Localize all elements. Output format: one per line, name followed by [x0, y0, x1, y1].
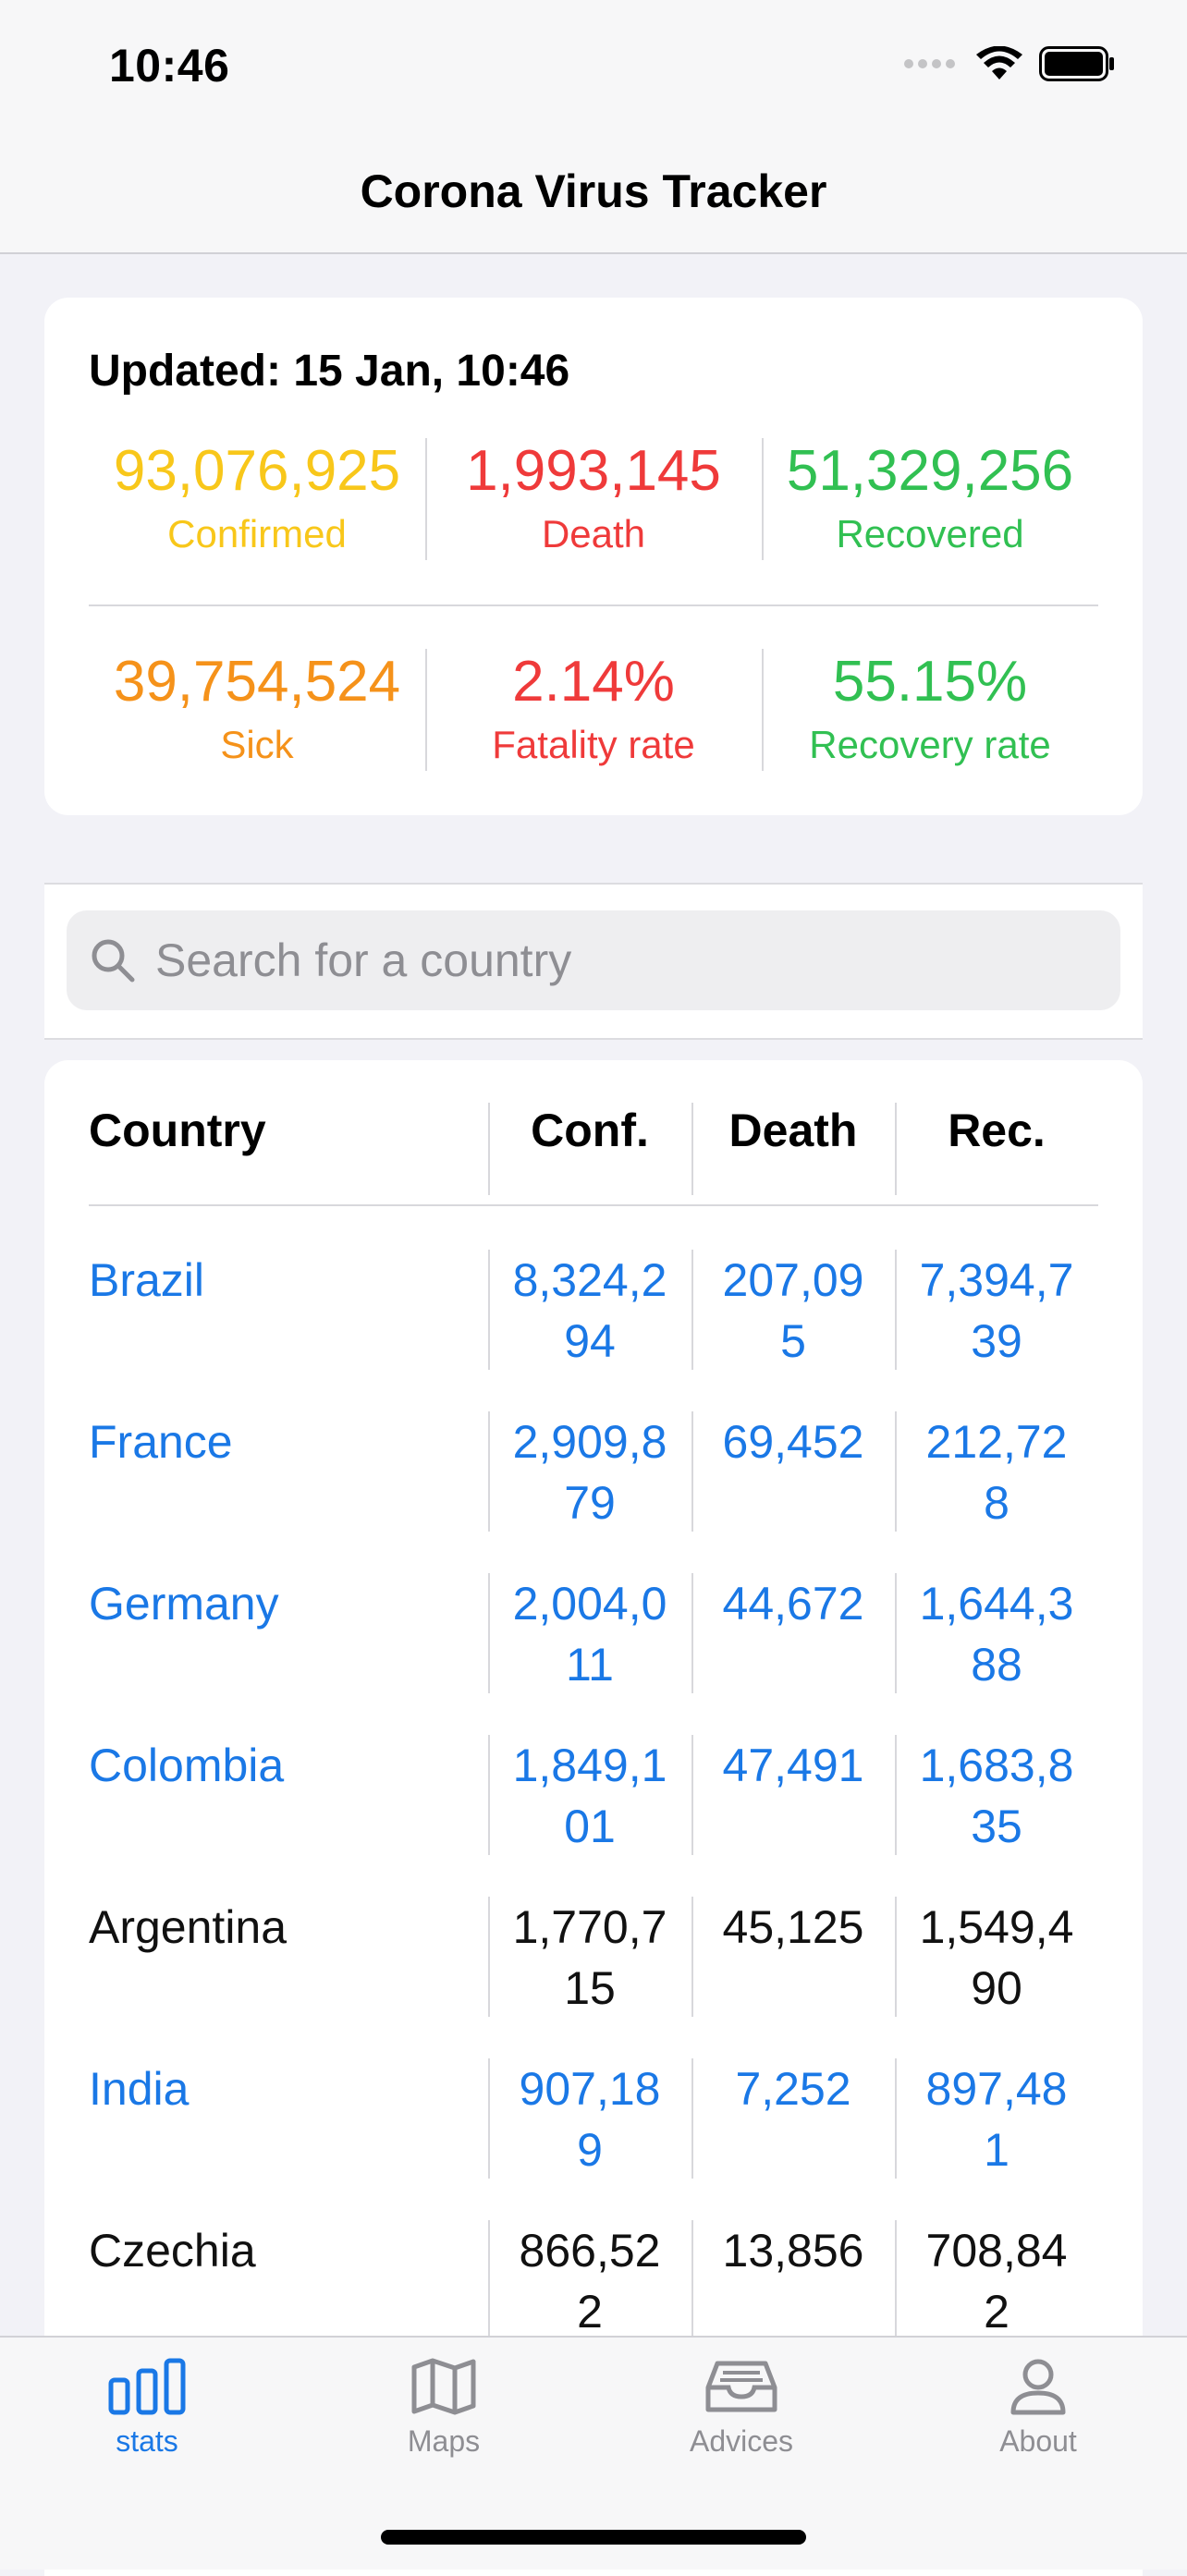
recovered-cell: 708,842: [895, 2220, 1098, 2340]
home-indicator[interactable]: [381, 2530, 806, 2545]
country-name[interactable]: India: [89, 2063, 190, 2115]
table-row[interactable]: India 907,189 7,252 897,481: [89, 2058, 1098, 2220]
table-body: Brazil 8,324,294 207,095 7,394,739 Franc…: [89, 1250, 1098, 2382]
death-cell: 13,856: [691, 2220, 895, 2340]
column-header-country[interactable]: Country: [89, 1105, 266, 1156]
country-name[interactable]: Czechia: [89, 2225, 256, 2277]
recovered-cell: 212,728: [895, 1411, 1098, 1532]
stat-recovery-rate-label: Recovery rate: [809, 723, 1051, 766]
recovered-cell: 7,394,739: [895, 1250, 1098, 1370]
tab-maps[interactable]: Maps: [351, 2358, 536, 2459]
tab-about[interactable]: About: [946, 2358, 1131, 2459]
table-row[interactable]: Colombia 1,849,101 47,491 1,683,835: [89, 1735, 1098, 1897]
confirmed-cell: 907,189: [488, 2058, 691, 2179]
country-name[interactable]: Germany: [89, 1578, 279, 1630]
summary-row-totals: 93,076,925 Confirmed 1,993,145 Death 51,…: [89, 436, 1098, 562]
stat-sick-value: 39,754,524: [113, 650, 401, 714]
death-cell: 7,252: [691, 2058, 895, 2179]
table-row[interactable]: Germany 2,004,011 44,672 1,644,388: [89, 1573, 1098, 1735]
tab-label: Maps: [407, 2424, 481, 2458]
stat-recovered: 51,329,256 Recovered: [762, 436, 1098, 562]
search-input[interactable]: [153, 933, 1082, 988]
table-row[interactable]: Brazil 8,324,294 207,095 7,394,739: [89, 1250, 1098, 1411]
recovered-cell: 1,683,835: [895, 1735, 1098, 1855]
stat-confirmed-label: Confirmed: [167, 512, 347, 555]
recovered-cell: 1,644,388: [895, 1573, 1098, 1693]
country-name[interactable]: Brazil: [89, 1254, 205, 1306]
status-icons: [902, 46, 1115, 81]
tab-label: About: [999, 2424, 1077, 2458]
summary-row-rates: 39,754,524 Sick 2.14% Fatality rate 55.1…: [89, 647, 1098, 773]
confirmed-cell: 866,522: [488, 2220, 691, 2340]
stat-recovery-rate: 55.15% Recovery rate: [762, 647, 1098, 773]
stat-recovery-rate-value: 55.15%: [832, 650, 1028, 714]
navigation-bar: Corona Virus Tracker: [0, 129, 1187, 254]
confirmed-cell: 2,909,879: [488, 1411, 691, 1532]
confirmed-cell: 8,324,294: [488, 1250, 691, 1370]
cellular-signal-icon: [904, 59, 955, 68]
confirmed-cell: 1,770,715: [488, 1897, 691, 2017]
status-bar: 10:46: [0, 0, 1187, 129]
bar-chart-icon: [108, 2358, 186, 2415]
stat-fatality-rate-label: Fatality rate: [492, 723, 695, 766]
person-icon: [1010, 2359, 1066, 2415]
country-name[interactable]: France: [89, 1416, 233, 1468]
confirmed-cell: 1,849,101: [488, 1735, 691, 1855]
wifi-icon: [976, 46, 1022, 79]
stat-fatality-rate: 2.14% Fatality rate: [425, 647, 762, 773]
stat-sick-label: Sick: [220, 723, 294, 766]
death-cell: 45,125: [691, 1897, 895, 2017]
stat-recovered-value: 51,329,256: [786, 439, 1074, 503]
updated-timestamp: Updated: 15 Jan, 10:46: [89, 347, 570, 396]
country-name[interactable]: Colombia: [89, 1740, 285, 1791]
map-icon: [411, 2358, 476, 2415]
recovered-cell: 1,549,490: [895, 1897, 1098, 2017]
stat-recovered-label: Recovered: [836, 512, 1024, 555]
column-header-recovered[interactable]: Rec.: [895, 1103, 1098, 1195]
stat-death-label: Death: [541, 512, 646, 555]
death-cell: 69,452: [691, 1411, 895, 1532]
tray-icon: [705, 2361, 777, 2412]
column-header-death[interactable]: Death: [691, 1103, 895, 1195]
battery-icon: [1039, 46, 1114, 81]
tab-stats[interactable]: stats: [55, 2358, 239, 2459]
death-cell: 207,095: [691, 1250, 895, 1370]
tab-label: Advices: [689, 2424, 794, 2458]
table-header: Country Conf. Death Rec.: [89, 1103, 1098, 1195]
stat-confirmed-value: 93,076,925: [113, 439, 401, 503]
tab-advices[interactable]: Advices: [649, 2358, 834, 2459]
stat-sick: 39,754,524 Sick: [89, 647, 425, 773]
table-row[interactable]: Argentina 1,770,715 45,125 1,549,490: [89, 1897, 1098, 2058]
summary-divider: [89, 604, 1098, 606]
status-time: 10:46: [109, 40, 230, 92]
stat-death: 1,993,145 Death: [425, 436, 762, 562]
table-row[interactable]: Czechia 866,522 13,856 708,842: [89, 2220, 1098, 2382]
tab-label: stats: [116, 2424, 178, 2458]
summary-card: Updated: 15 Jan, 10:46 93,076,925 Confir…: [44, 298, 1143, 815]
search-icon: [92, 939, 135, 983]
confirmed-cell: 2,004,011: [488, 1573, 691, 1693]
stat-confirmed: 93,076,925 Confirmed: [89, 436, 425, 562]
country-table: Country Conf. Death Rec. Brazil 8,324,29…: [44, 1060, 1143, 2576]
recovered-cell: 897,481: [895, 2058, 1098, 2179]
column-header-confirmed[interactable]: Conf.: [488, 1103, 691, 1195]
table-header-divider: [89, 1204, 1098, 1206]
country-name[interactable]: Argentina: [89, 1901, 288, 1953]
stat-death-value: 1,993,145: [466, 439, 721, 503]
search-bar: [44, 883, 1143, 1040]
table-row[interactable]: France 2,909,879 69,452 212,728: [89, 1411, 1098, 1573]
page-title: Corona Virus Tracker: [360, 165, 827, 217]
death-cell: 44,672: [691, 1573, 895, 1693]
death-cell: 47,491: [691, 1735, 895, 1855]
stat-fatality-rate-value: 2.14%: [512, 650, 675, 714]
search-field[interactable]: [67, 910, 1120, 1010]
